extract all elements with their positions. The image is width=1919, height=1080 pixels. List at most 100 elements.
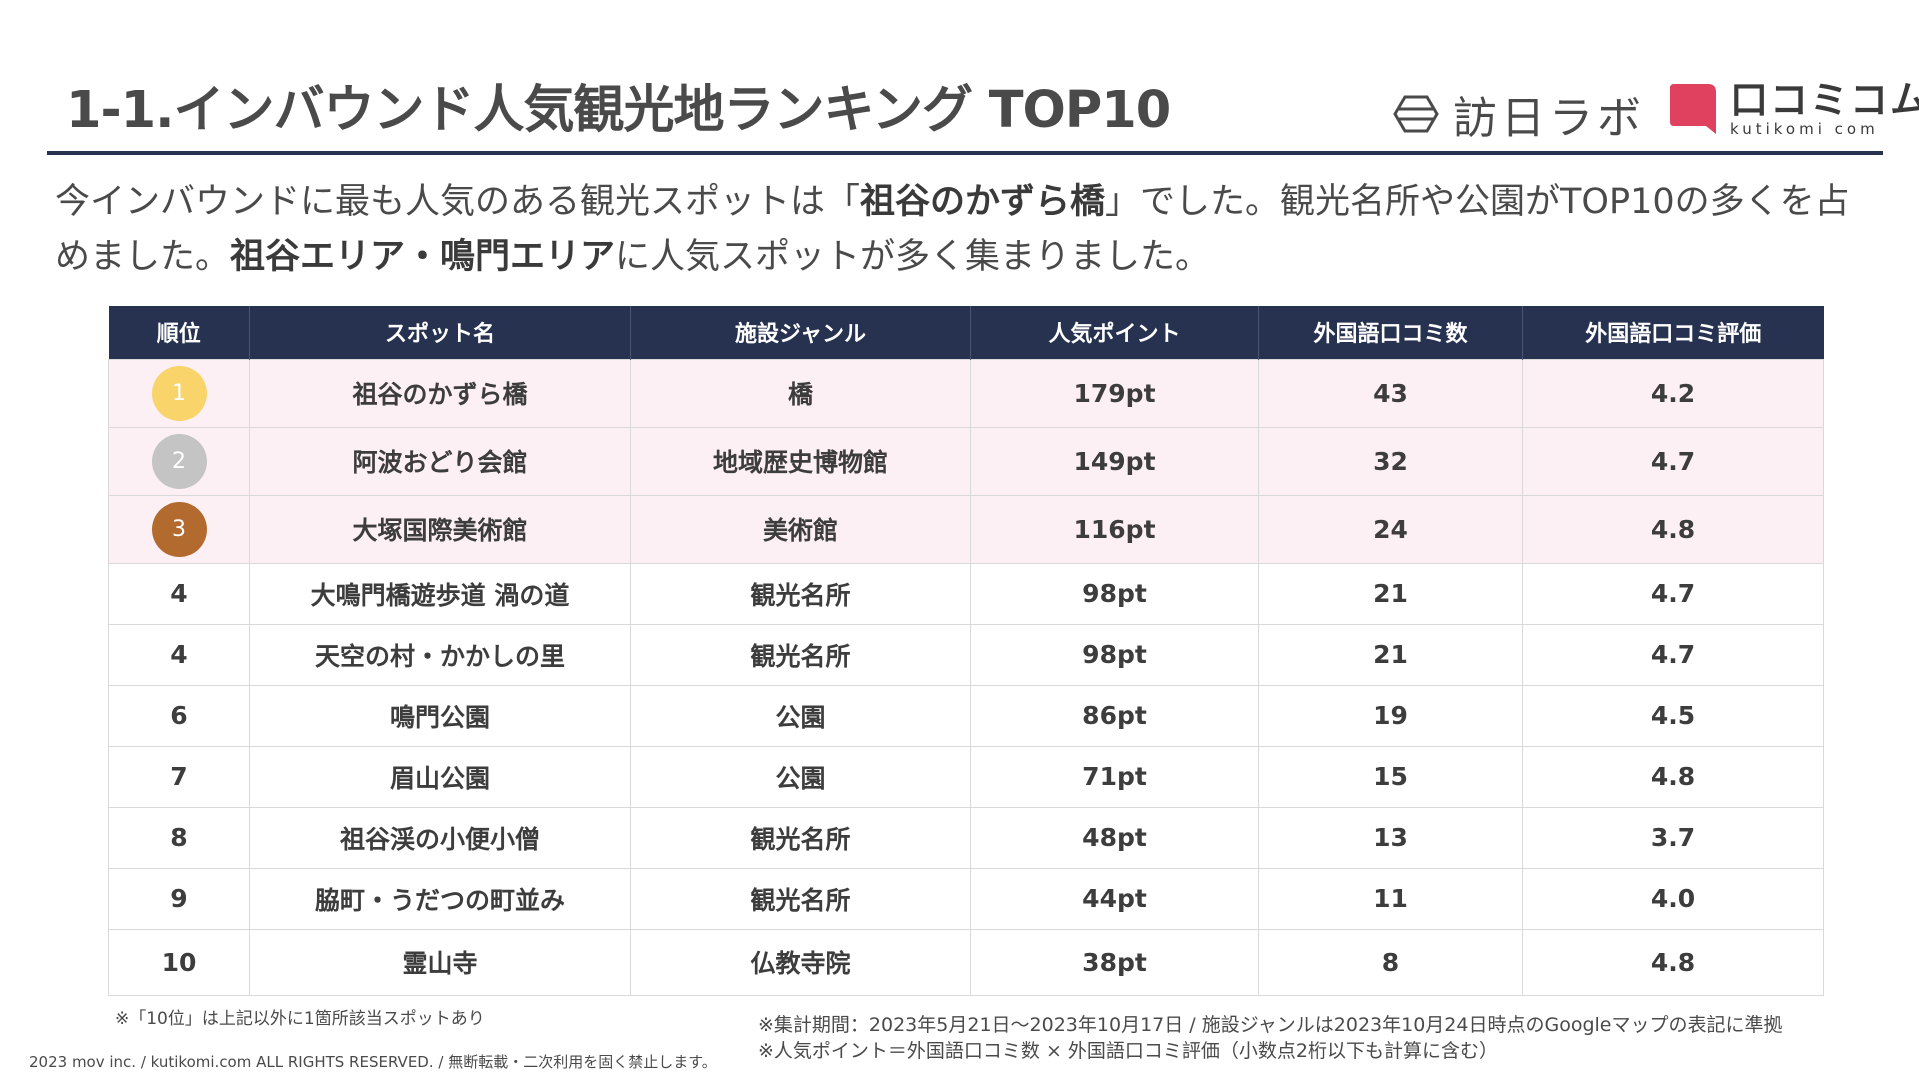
points-cell: 98pt [970,562,1259,625]
rating-cell: 4.2 [1522,358,1824,428]
lead-part-2: 」でした。観光名所や公園がTOP10の多くを占めました。 [55,182,1850,277]
header-reviews: 外国語口コミ数 [1258,306,1523,359]
spot-cell: 祖谷渓の小便小僧 [249,806,631,869]
table-row: 9 脇町・うだつの町並み 観光名所 44pt 11 4.0 [108,867,1824,930]
table-header-row: 順位 スポット名 施設ジャンル 人気ポイント 外国語口コミ数 外国語口コミ評価 [108,306,1824,359]
rating-cell: 4.7 [1522,562,1824,625]
gold-medal-badge: 1 [151,365,207,421]
table-row: 1 祖谷のかずら橋 橋 179pt 43 4.2 [108,358,1824,428]
lead-text: 今インバウンドに最も人気のある観光スポットは「祖谷のかずら橋」でした。観光名所や… [55,175,1855,285]
reviews-cell: 24 [1258,494,1523,564]
genre-cell: 観光名所 [630,623,971,686]
lead-highlight-1: 祖谷のかずら橋 [860,182,1106,222]
ranking-table: 順位 スポット名 施設ジャンル 人気ポイント 外国語口コミ数 外国語口コミ評価 … [108,306,1824,996]
bronze-medal-badge: 3 [151,501,207,557]
table-row: 8 祖谷渓の小便小僧 観光名所 48pt 13 3.7 [108,806,1824,869]
rank-cell: 4 [108,562,250,625]
rank-cell: 3 [108,494,250,564]
points-cell: 48pt [970,806,1259,869]
rank-cell: 10 [108,928,250,996]
spot-cell: 大鳴門橋遊歩道 渦の道 [249,562,631,625]
method-note-period: ※集計期間：2023年5月21日～2023年10月17日 / 施設ジャンルは20… [758,1014,1783,1036]
houjitsu-labo-logo: 訪日ラボ [1393,82,1645,146]
genre-cell: 橋 [630,358,971,428]
spot-cell: 鳴門公園 [249,684,631,747]
points-cell: 98pt [970,623,1259,686]
genre-cell: 仏教寺院 [630,928,971,996]
reviews-cell: 8 [1258,928,1523,996]
spot-cell: 眉山公園 [249,745,631,808]
table-row: 2 阿波おどり会館 地域歴史博物館 149pt 32 4.7 [108,426,1824,496]
table-row: 3 大塚国際美術館 美術館 116pt 24 4.8 [108,494,1824,564]
rank-cell: 8 [108,806,250,869]
kuchikomi-com-logo: 口コミコム kutikomi com [1668,80,1919,138]
table-row: 6 鳴門公園 公園 86pt 19 4.5 [108,684,1824,747]
method-note-formula: ※人気ポイント＝外国語口コミ数 × 外国語口コミ評価（小数点2桁以下も計算に含む… [758,1040,1499,1062]
genre-cell: 公園 [630,684,971,747]
lead-highlight-2: 祖谷エリア・鳴門エリア [230,237,616,277]
lead-part-1: 今インバウンドに最も人気のある観光スポットは「 [55,182,861,222]
copyright-text: 2023 mov inc. / kutikomi.com ALL RIGHTS … [29,1053,717,1071]
rank-cell: 9 [108,867,250,930]
spot-cell: 霊山寺 [249,928,631,996]
spot-cell: 大塚国際美術館 [249,494,631,564]
rank-cell: 6 [108,684,250,747]
points-cell: 116pt [970,494,1259,564]
rating-cell: 4.5 [1522,684,1824,747]
header-genre: 施設ジャンル [630,306,971,359]
lead-part-3: に人気スポットが多く集まりました。 [615,237,1211,277]
reviews-cell: 43 [1258,358,1523,428]
houjitsu-labo-name: 訪日ラボ [1453,93,1645,144]
genre-cell: 美術館 [630,494,971,564]
header-rank: 順位 [108,306,250,359]
spot-cell: 阿波おどり会館 [249,426,631,496]
genre-cell: 観光名所 [630,562,971,625]
kuchikomi-com-name: 口コミコム [1730,78,1919,122]
reviews-cell: 32 [1258,426,1523,496]
rank-cell: 2 [108,426,250,496]
spot-cell: 祖谷のかずら橋 [249,358,631,428]
table-row: 4 天空の村・かかしの里 観光名所 98pt 21 4.7 [108,623,1824,686]
page-title: 1-1.インバウンド人気観光地ランキング TOP10 [66,81,1171,140]
spot-cell: 天空の村・かかしの里 [249,623,631,686]
rank-cell: 1 [108,358,250,428]
rating-cell: 3.7 [1522,806,1824,869]
table-row: 10 霊山寺 仏教寺院 38pt 8 4.8 [108,928,1824,996]
rank-cell: 7 [108,745,250,808]
reviews-cell: 11 [1258,867,1523,930]
reviews-cell: 21 [1258,623,1523,686]
kuchikomi-com-subname: kutikomi com [1730,120,1879,138]
reviews-cell: 15 [1258,745,1523,808]
points-cell: 44pt [970,867,1259,930]
points-cell: 71pt [970,745,1259,808]
method-notes: ※集計期間：2023年5月21日～2023年10月17日 / 施設ジャンルは20… [758,1012,1783,1064]
reviews-cell: 21 [1258,562,1523,625]
genre-cell: 観光名所 [630,806,971,869]
rating-cell: 4.8 [1522,928,1824,996]
table-footnote: ※「10位」は上記以外に1箇所該当スポットあり [115,1009,485,1029]
reviews-cell: 19 [1258,684,1523,747]
reviews-cell: 13 [1258,806,1523,869]
hexagon-icon [1393,95,1439,133]
header-points: 人気ポイント [970,306,1259,359]
genre-cell: 地域歴史博物館 [630,426,971,496]
rating-cell: 4.7 [1522,623,1824,686]
spot-cell: 脇町・うだつの町並み [249,867,631,930]
header-spot: スポット名 [249,306,631,359]
silver-medal-badge: 2 [151,433,207,489]
header-rating: 外国語口コミ評価 [1522,306,1824,359]
title-divider [47,151,1883,155]
rating-cell: 4.8 [1522,745,1824,808]
points-cell: 38pt [970,928,1259,996]
table-row: 7 眉山公園 公園 71pt 15 4.8 [108,745,1824,808]
rating-cell: 4.0 [1522,867,1824,930]
genre-cell: 観光名所 [630,867,971,930]
rank-cell: 4 [108,623,250,686]
rating-cell: 4.7 [1522,426,1824,496]
table-row: 4 大鳴門橋遊歩道 渦の道 観光名所 98pt 21 4.7 [108,562,1824,625]
speech-bubble-icon [1670,84,1716,134]
genre-cell: 公園 [630,745,971,808]
points-cell: 86pt [970,684,1259,747]
points-cell: 149pt [970,426,1259,496]
rating-cell: 4.8 [1522,494,1824,564]
